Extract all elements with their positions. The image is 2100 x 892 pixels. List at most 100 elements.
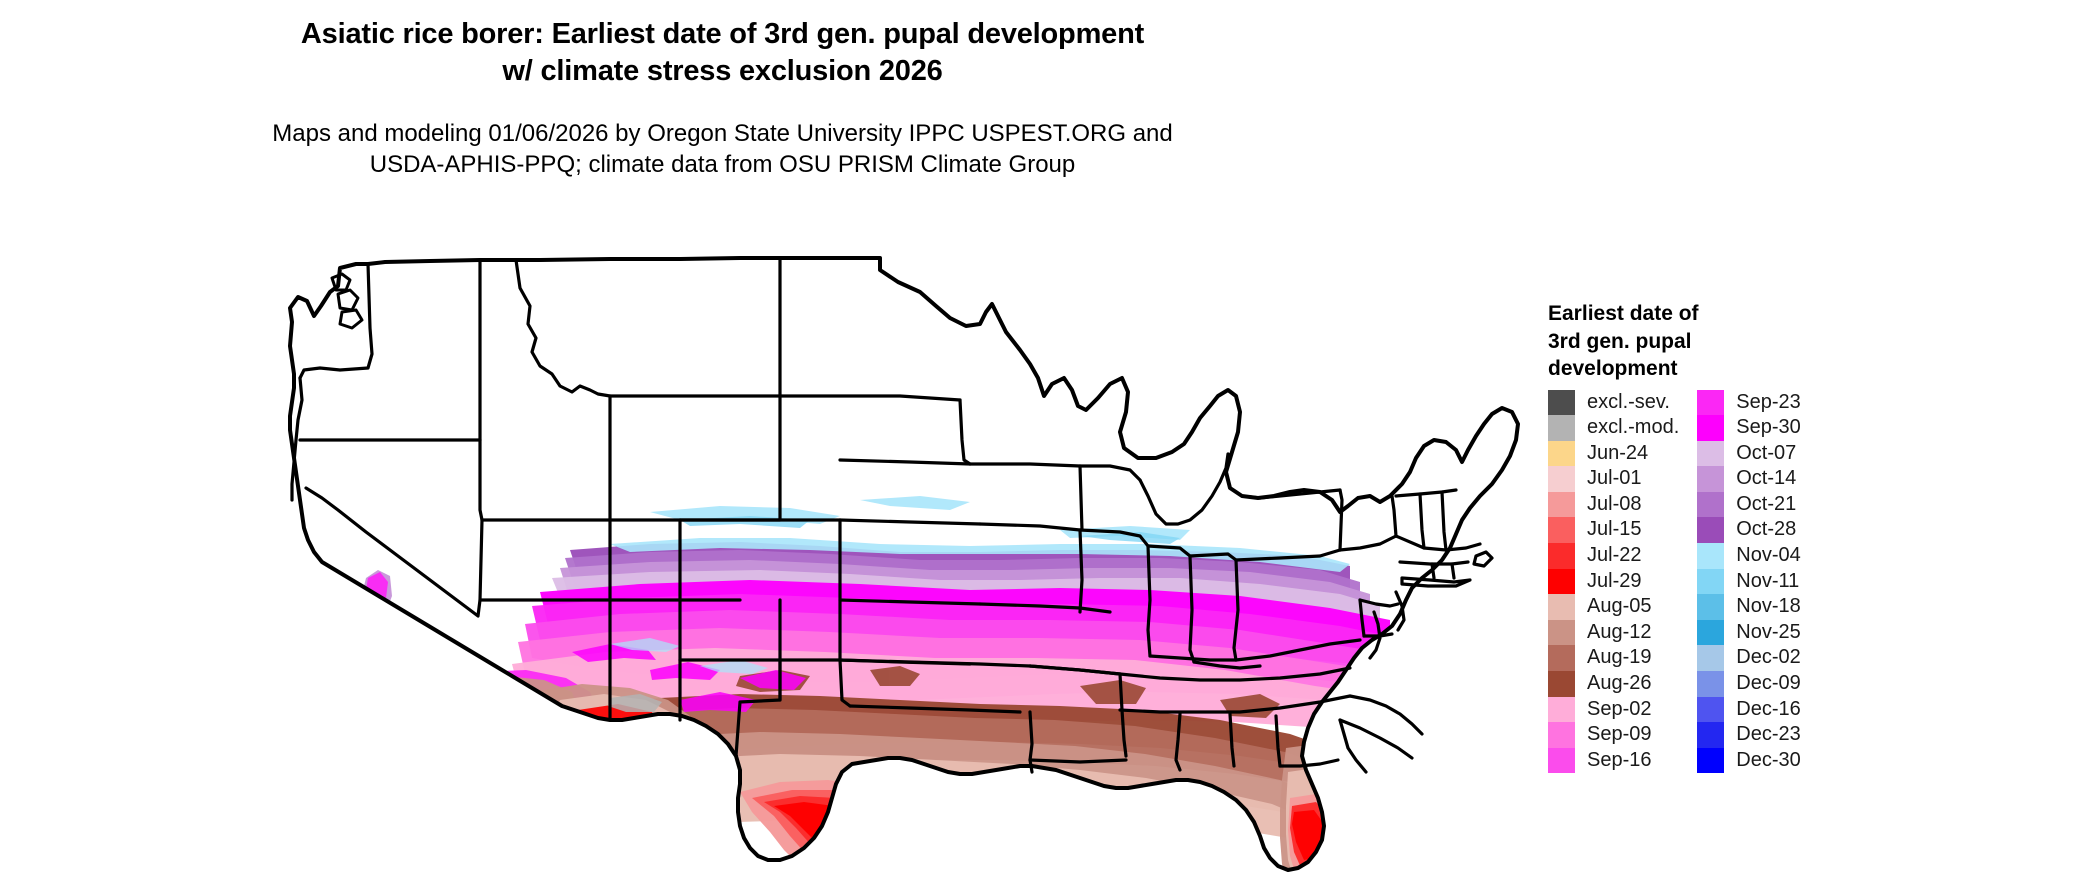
legend-color-swatch	[1697, 543, 1725, 569]
legend-entry-label: Aug-19	[1587, 646, 1652, 669]
title-line-2: w/ climate stress exclusion 2026	[502, 55, 943, 87]
legend-entry: Dec-23	[1697, 722, 1801, 748]
legend-entry-label: Sep-16	[1587, 748, 1652, 771]
legend-entry: Nov-25	[1697, 619, 1801, 646]
legend-color-swatch	[1697, 747, 1725, 774]
legend-entry: Nov-04	[1697, 543, 1801, 569]
legend-entry: Sep-02	[1548, 696, 1679, 723]
state-boundaries	[288, 256, 1520, 872]
legend-color-swatch	[1697, 619, 1725, 646]
us-map-svg	[180, 200, 1540, 892]
legend-entry: Aug-12	[1548, 619, 1679, 646]
legend-entry-label: Jun-24	[1587, 441, 1649, 464]
legend-color-swatch	[1548, 696, 1575, 723]
legend-entry-label: Oct-28	[1736, 518, 1797, 541]
legend-entry-label: Jul-22	[1587, 544, 1642, 567]
legend-entry-label: Sep-09	[1587, 723, 1652, 746]
legend-color-swatch	[1697, 722, 1725, 748]
legend-entry: Nov-11	[1697, 568, 1801, 595]
legend-entry: Sep-09	[1548, 722, 1679, 748]
legend-color-swatch	[1548, 645, 1575, 672]
legend-entry-label: Aug-26	[1587, 672, 1652, 695]
legend-color-swatch	[1548, 517, 1575, 544]
legend-entry-label: Dec-23	[1736, 723, 1801, 746]
legend-entry-label: Dec-30	[1736, 748, 1801, 771]
legend-color-swatch	[1548, 747, 1575, 774]
legend-entry-label: Aug-12	[1587, 620, 1652, 643]
legend-color-swatch	[1697, 440, 1725, 467]
legend-entry-label: excl.-sev.	[1587, 390, 1670, 413]
legend-color-swatch	[1697, 491, 1725, 518]
legend-entry: Oct-14	[1697, 466, 1801, 492]
legend-entry: Dec-09	[1697, 671, 1801, 697]
legend-color-swatch	[1548, 568, 1575, 595]
legend-entry: Jul-22	[1548, 543, 1679, 569]
legend-entry-label: Jul-08	[1587, 492, 1642, 515]
legend-entry: Oct-21	[1697, 491, 1801, 518]
legend-color-swatch	[1548, 722, 1575, 748]
legend-column-1: excl.-sev. excl.-mod. Jun-24 Jul-01 Jul-08 Ju…	[1548, 389, 1679, 774]
legend-column-2: Sep-23 Sep-30 Oct-07 Oct-14 Oct-21 Oct-28 Nov-…	[1697, 389, 1801, 774]
legend-color-swatch	[1548, 671, 1575, 697]
legend-entry: Jul-08	[1548, 491, 1679, 518]
legend-entry-label: Oct-14	[1736, 467, 1797, 490]
legend-entry: Sep-30	[1697, 415, 1801, 441]
legend-entry-label: excl.-mod.	[1587, 416, 1680, 439]
legend-color-swatch	[1548, 491, 1575, 518]
legend-entry: Dec-16	[1697, 696, 1801, 723]
legend-color-swatch	[1697, 594, 1725, 620]
legend-entry-label: Nov-25	[1736, 620, 1801, 643]
legend-entry: Jun-24	[1548, 440, 1679, 467]
legend-entry: Oct-07	[1697, 440, 1801, 467]
legend-entry-label: Aug-05	[1587, 595, 1652, 618]
legend-color-swatch	[1697, 389, 1725, 416]
legend-title: Earliest date of 3rd gen. pupal developm…	[1548, 302, 1699, 380]
map-legend: Earliest date of 3rd gen. pupal developm…	[1548, 300, 1978, 774]
title-line-1: Asiatic rice borer: Earliest date of 3rd…	[300, 18, 1145, 50]
legend-entry: excl.-sev.	[1548, 389, 1679, 416]
legend-entry-label: Nov-04	[1736, 544, 1801, 567]
page-subtitle: Maps and modeling 01/06/2026 by Oregon S…	[0, 118, 1445, 180]
legend-color-swatch	[1697, 415, 1725, 441]
legend-entry-label: Nov-18	[1736, 595, 1801, 618]
legend-entry: Sep-16	[1548, 747, 1679, 774]
legend-entry-label: Dec-09	[1736, 672, 1801, 695]
legend-entry: Dec-02	[1697, 645, 1801, 672]
legend-entry-label: Oct-07	[1736, 441, 1797, 464]
choropleth-map	[180, 200, 1540, 892]
legend-color-swatch	[1697, 645, 1725, 672]
legend-color-swatch	[1548, 389, 1575, 416]
legend-color-swatch	[1697, 696, 1725, 723]
legend-entry-label: Dec-16	[1736, 697, 1801, 720]
legend-entry: Jul-15	[1548, 517, 1679, 544]
legend-color-swatch	[1548, 543, 1575, 569]
legend-color-swatch	[1548, 594, 1575, 620]
legend-entry: Dec-30	[1697, 747, 1801, 774]
legend-entry-label: Oct-21	[1736, 492, 1797, 515]
legend-entry-label: Sep-23	[1736, 390, 1801, 413]
legend-entry-label: Jul-15	[1587, 518, 1642, 541]
legend-entry-label: Jul-01	[1587, 467, 1642, 490]
page-title: Asiatic rice borer: Earliest date of 3rd…	[0, 16, 1445, 90]
legend-color-swatch	[1548, 466, 1575, 492]
legend-color-swatch	[1697, 517, 1725, 544]
legend-entry: Nov-18	[1697, 594, 1801, 620]
legend-entry: excl.-mod.	[1548, 415, 1679, 441]
legend-entry: Aug-05	[1548, 594, 1679, 620]
legend-entry: Aug-26	[1548, 671, 1679, 697]
legend-entry-label: Jul-29	[1587, 569, 1642, 592]
subtitle-line-1: Maps and modeling 01/06/2026 by Oregon S…	[272, 120, 1173, 147]
subtitle-line-2: USDA-APHIS-PPQ; climate data from OSU PR…	[369, 151, 1076, 178]
legend-entry: Jul-01	[1548, 466, 1679, 492]
legend-color-swatch	[1548, 440, 1575, 467]
legend-entry: Aug-19	[1548, 645, 1679, 672]
legend-entry-label: Sep-02	[1587, 697, 1652, 720]
legend-entry: Jul-29	[1548, 568, 1679, 595]
legend-entry: Sep-23	[1697, 389, 1801, 416]
legend-color-swatch	[1548, 415, 1575, 441]
legend-color-swatch	[1548, 619, 1575, 646]
legend-entry-label: Sep-30	[1736, 416, 1801, 439]
legend-color-swatch	[1697, 466, 1725, 492]
legend-color-swatch	[1697, 568, 1725, 595]
legend-entry-label: Nov-11	[1736, 569, 1800, 592]
